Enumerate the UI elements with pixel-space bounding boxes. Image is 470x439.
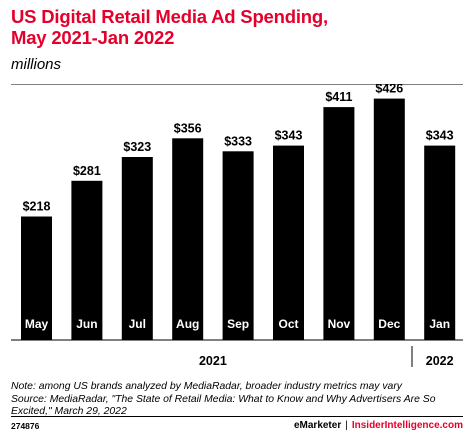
chart-id: 274876 (11, 421, 40, 431)
year-groups-layer: 2021 2022 (199, 354, 454, 368)
category-label-jul: Jul (129, 317, 146, 331)
chart-subtitle: millions (11, 56, 62, 73)
value-label-jun: $281 (73, 164, 101, 178)
chart-notes: Note: among US brands analyzed by MediaR… (11, 381, 463, 419)
footer-brand: eMarketer | InsiderIntelligence.com (294, 420, 463, 431)
year-group-label-2022: 2022 (426, 354, 454, 368)
bar-dec (373, 98, 405, 340)
bar-chart: $218 May $281 Jun $323 Jul $356 Aug $333 Sep $343 O… (11, 84, 463, 368)
brand-separator: | (345, 420, 348, 431)
category-label-aug: Aug (176, 317, 199, 331)
bars-layer: $218 May $281 Jun $323 Jul $356 Aug $333 Sep $343 O… (21, 84, 456, 340)
bar-oct (273, 145, 304, 340)
category-label-may: May (25, 317, 49, 331)
value-label-jul: $323 (123, 140, 151, 154)
value-label-oct: $343 (275, 129, 303, 143)
value-label-may: $218 (23, 200, 51, 214)
footer-rule (11, 416, 463, 417)
category-label-dec: Dec (378, 317, 400, 331)
value-label-aug: $356 (174, 121, 202, 135)
bar-jan (424, 145, 456, 340)
chart-title-line-1: US Digital Retail Media Ad Spending, (11, 6, 328, 27)
category-label-jun: Jun (76, 317, 97, 331)
bar-jul (121, 157, 153, 340)
category-label-sep: Sep (227, 317, 249, 331)
bar-may (21, 216, 52, 340)
brand-emarketer: eMarketer (293, 420, 342, 431)
note-text: Note: among US brands analyzed by MediaR… (11, 381, 402, 392)
year-group-label-2021: 2021 (199, 354, 227, 368)
chart-title-line-2: May 2021-Jan 2022 (11, 27, 175, 48)
source-text-line-1: Source: MediaRadar, "The State of Retail… (11, 393, 436, 405)
bar-nov (323, 107, 355, 340)
category-label-jan: Jan (429, 317, 450, 331)
value-label-sep: $333 (224, 134, 252, 148)
category-label-oct: Oct (278, 317, 298, 331)
value-label-dec: $426 (375, 84, 403, 96)
bar-jun (71, 180, 103, 340)
bar-aug (172, 138, 204, 340)
brand-insiderintelligence-link[interactable]: InsiderIntelligence.com (351, 420, 463, 431)
value-label-jan: $343 (426, 129, 454, 143)
bar-sep (222, 151, 254, 340)
category-label-nov: Nov (328, 317, 351, 331)
chart-title: US Digital Retail Media Ad Spending, May… (11, 6, 461, 48)
source-text-line-2: Excited," March 29, 2022 (11, 406, 127, 417)
value-label-nov: $411 (325, 90, 352, 104)
